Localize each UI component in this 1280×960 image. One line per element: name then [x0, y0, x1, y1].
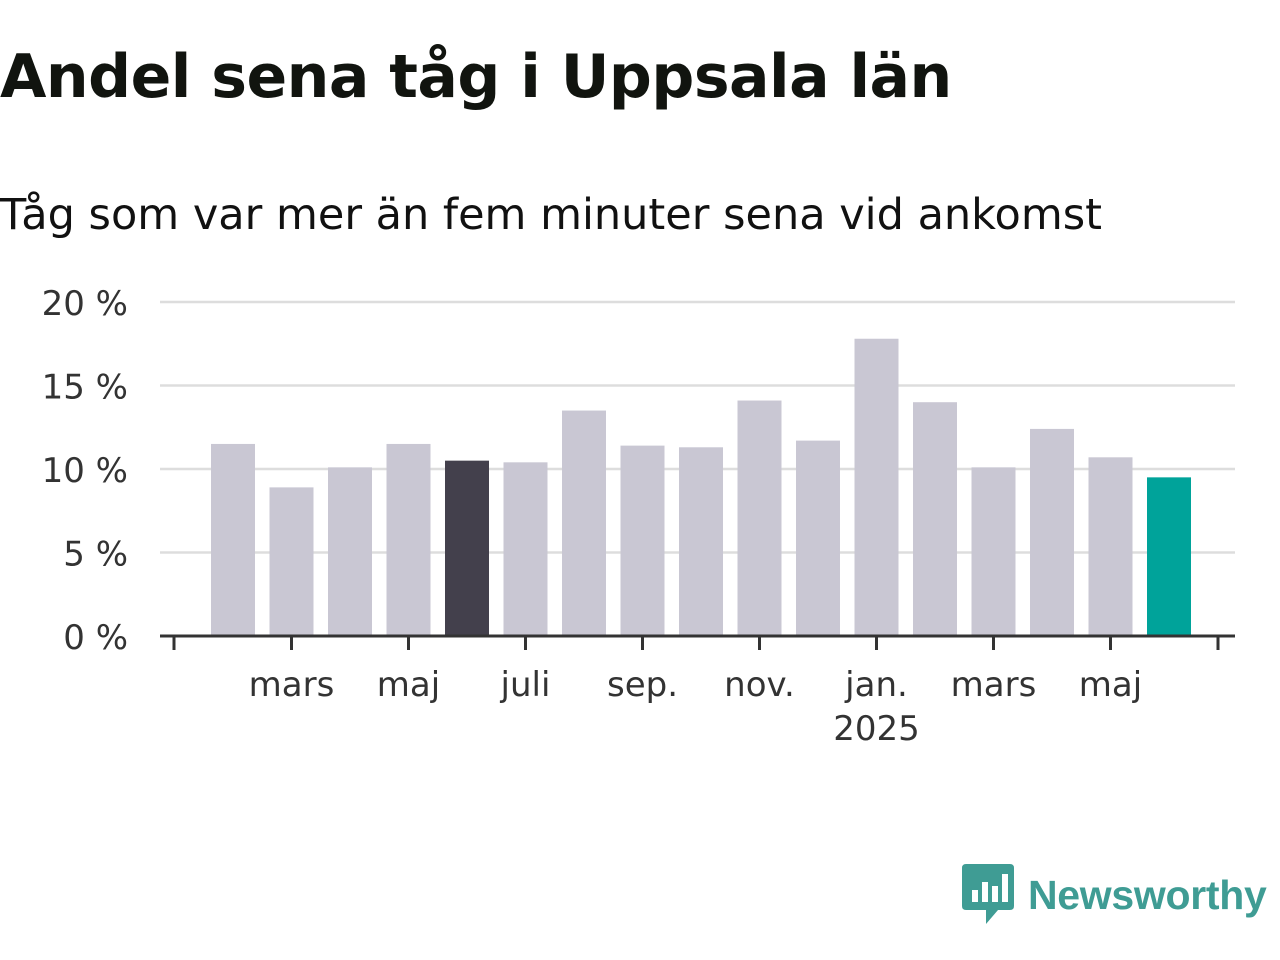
bars: [211, 338, 1191, 636]
bar: [913, 402, 957, 636]
x-tick-label: maj: [377, 665, 440, 705]
x-tick-label: mars: [249, 665, 335, 705]
x-tick-sublabel: 2025: [833, 709, 920, 749]
x-axis: [160, 634, 1235, 650]
bar: [328, 467, 372, 636]
bar: [503, 462, 548, 636]
bar: [269, 487, 314, 636]
bar: [386, 443, 431, 636]
x-tick-label: jan.: [844, 665, 908, 705]
newsworthy-logo-icon: [962, 864, 1014, 924]
x-tick-label: maj: [1079, 665, 1142, 705]
brand-name: Newsworthy: [1028, 871, 1267, 918]
chart-subtitle: Tåg som var mer än fem minuter sena vid …: [0, 190, 1103, 240]
y-tick-label: 20 %: [42, 284, 128, 324]
bar: [854, 338, 899, 636]
bar: [1088, 457, 1133, 636]
y-tick-label: 10 %: [42, 451, 128, 491]
x-axis-labels: mars maj juli sep. nov. jan.2025 mars maj: [249, 665, 1143, 749]
bar: [562, 410, 606, 636]
bar: [1147, 477, 1191, 636]
bar: [796, 440, 840, 636]
bar: [211, 443, 255, 636]
x-tick-label: sep.: [607, 665, 678, 705]
y-tick-label: 5 %: [63, 535, 128, 575]
bar: [971, 467, 1016, 636]
bar: [1030, 428, 1074, 636]
bar: [620, 445, 665, 636]
newsworthy-brand: Newsworthy: [962, 862, 1267, 928]
bar: [737, 400, 782, 636]
y-tick-label: 15 %: [42, 368, 128, 408]
bar: [679, 447, 723, 636]
y-tick-label: 0 %: [63, 618, 128, 658]
x-tick-label: mars: [951, 665, 1037, 705]
chart-title: Andel sena tåg i Uppsala län: [0, 42, 952, 112]
bar: [445, 460, 489, 636]
x-tick-label: nov.: [724, 665, 795, 705]
x-tick-label: juli: [500, 665, 551, 705]
y-axis-labels: 0 % 5 % 10 % 15 % 20 %: [42, 284, 128, 658]
bar-chart: 0 % 5 % 10 % 15 % 20 % mars maj juli sep. nov. ja…: [42, 284, 1235, 749]
